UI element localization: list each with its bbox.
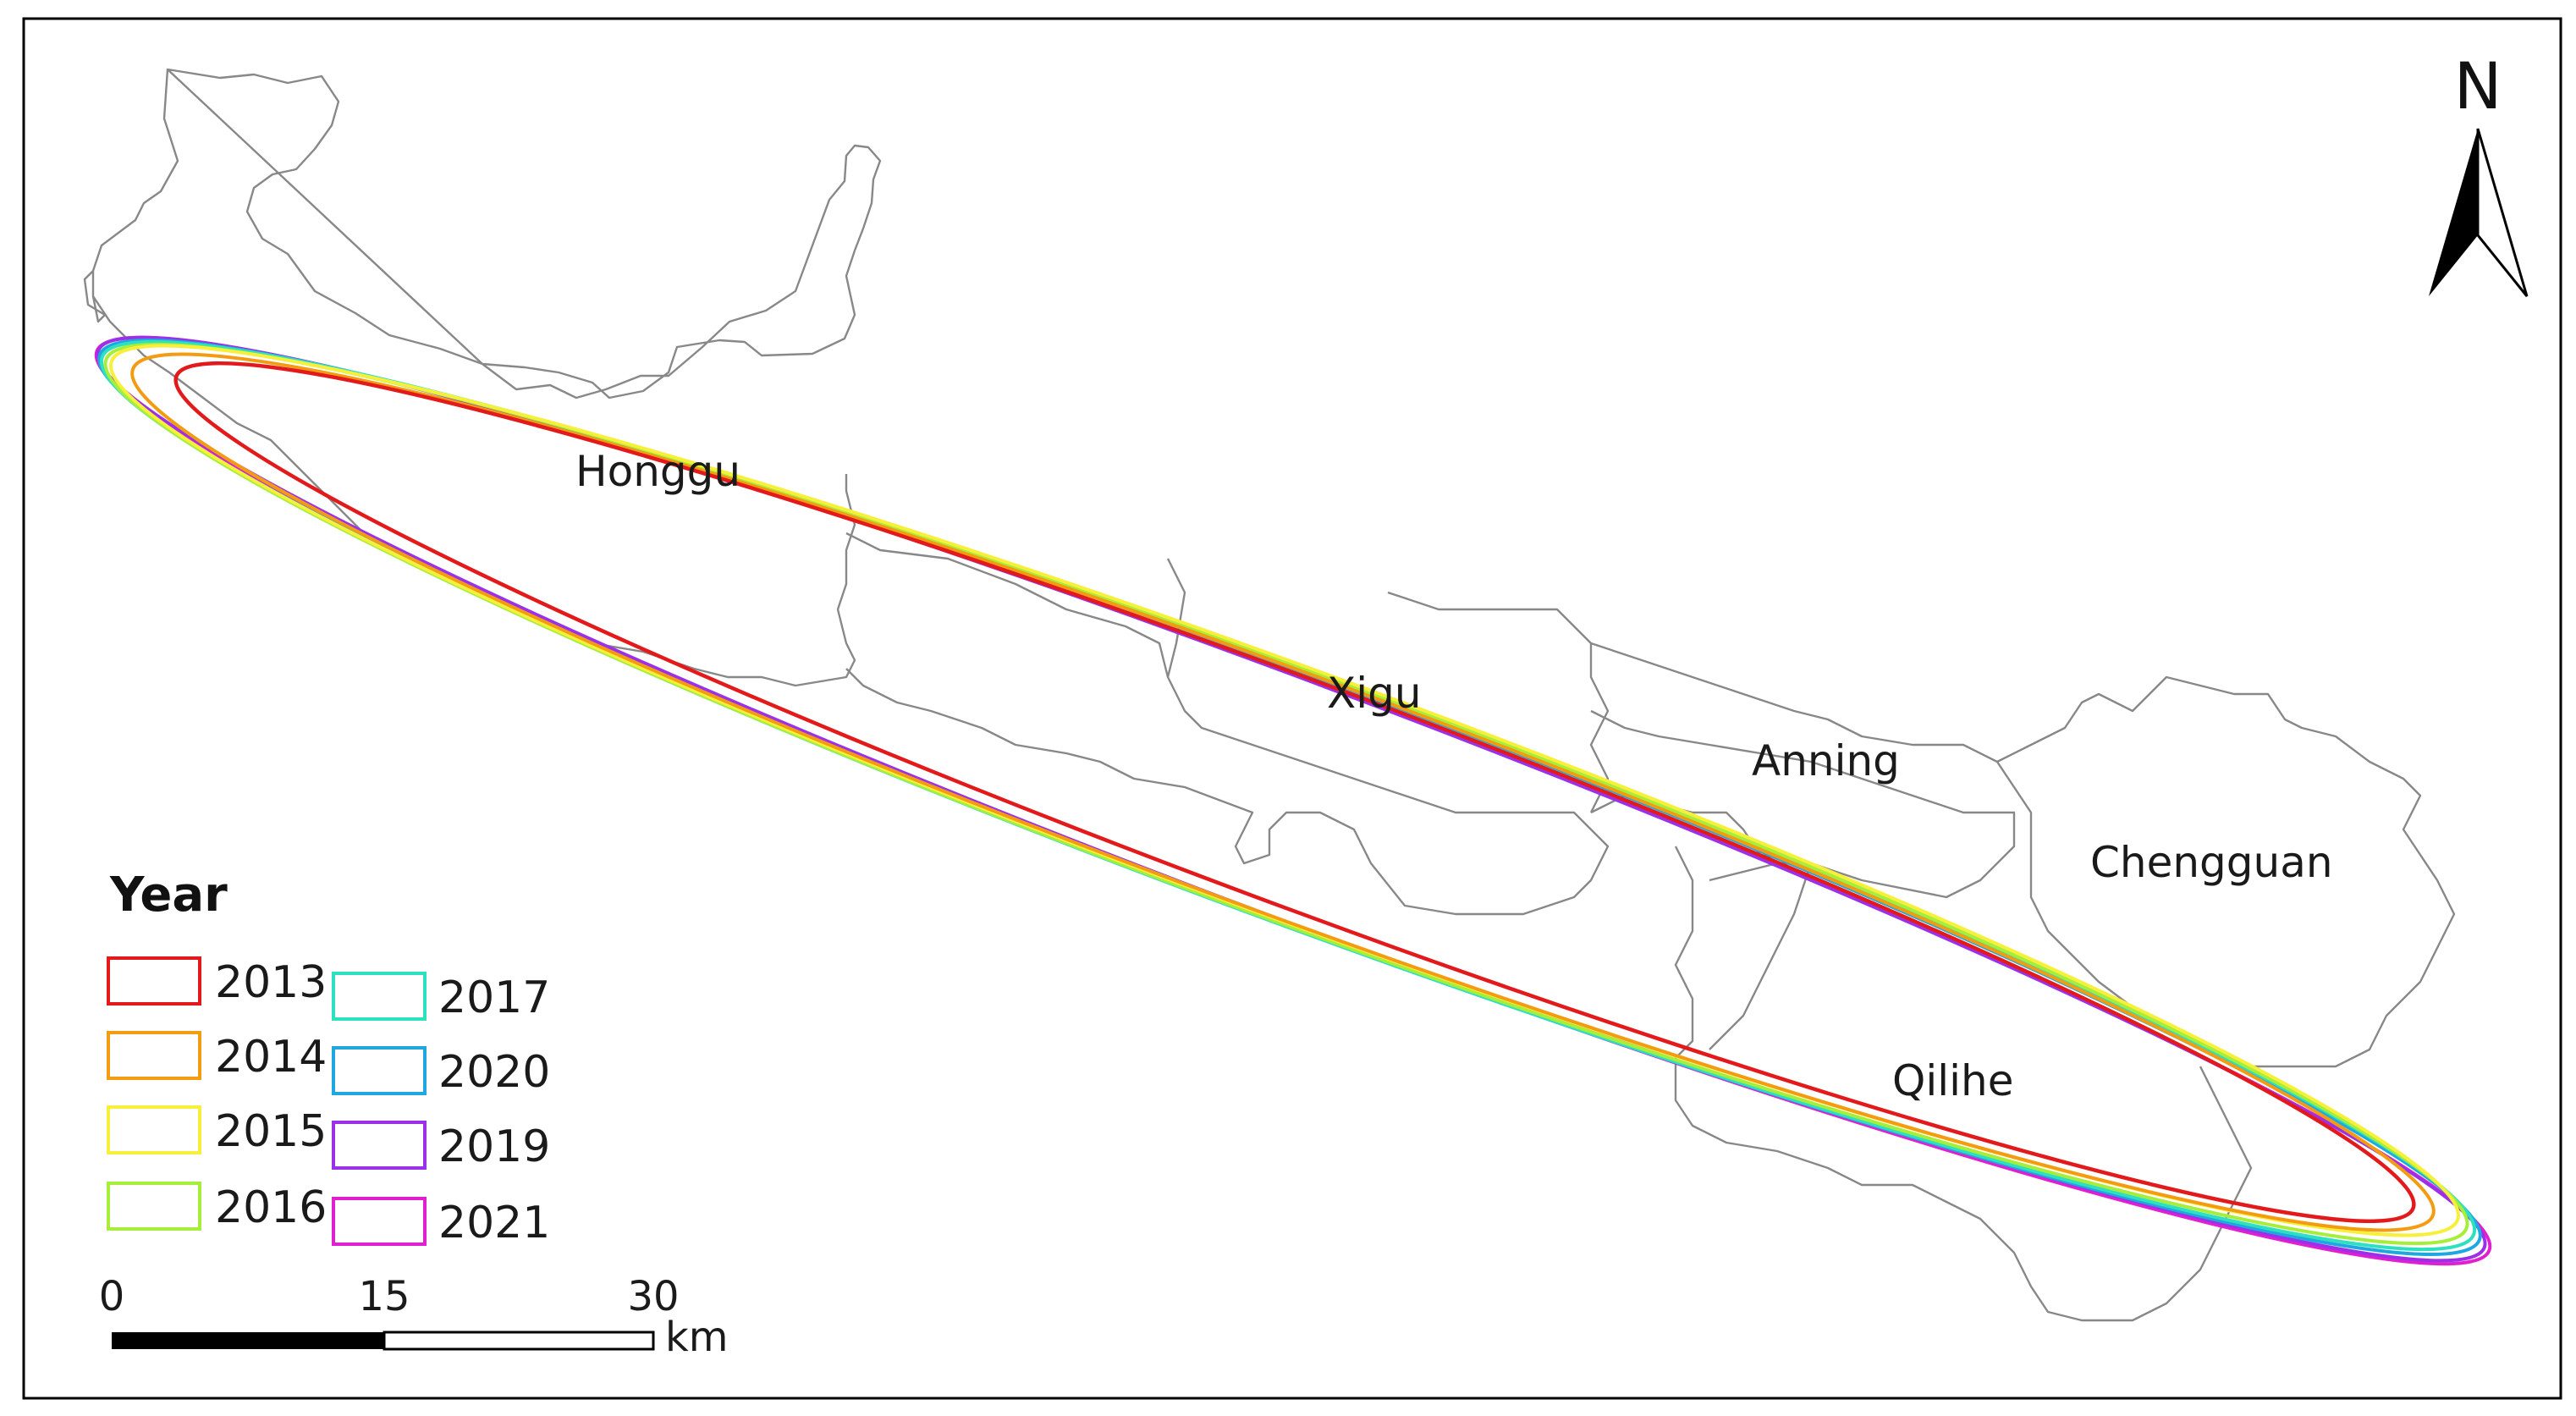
boundary-anning [1590, 709, 2016, 899]
map-frame [22, 17, 2562, 1400]
boundary-honggu [166, 68, 882, 399]
legend-label-2017: 2017 [438, 972, 550, 1023]
boundary-xigu [845, 532, 1610, 916]
legend-swatch-2021 [332, 1197, 427, 1246]
scale-unit: km [665, 1314, 729, 1361]
legend-label-2015: 2015 [215, 1106, 327, 1157]
legend-label-2020: 2020 [438, 1047, 550, 1098]
label-chengguan: Chengguan [2090, 838, 2333, 887]
legend-swatch-2019 [332, 1121, 427, 1170]
legend-swatch-2016 [107, 1182, 201, 1231]
ellipses [94, 335, 2492, 1266]
scale-bar-white-segment [383, 1331, 655, 1351]
scale-tick-30: 30 [627, 1273, 679, 1320]
legend-label-2021: 2021 [438, 1198, 550, 1248]
legend-swatch-2014 [107, 1031, 201, 1080]
north-arrow: N [2429, 48, 2529, 297]
ellipse-2016 [103, 342, 2469, 1246]
ellipse-2013 [173, 361, 2416, 1224]
boundary-xigu-east [1166, 558, 2033, 846]
north-arrow-label: N [2454, 48, 2502, 124]
label-anning: Anning [1752, 736, 1900, 785]
legend-label-2016: 2016 [215, 1182, 327, 1233]
boundary-honggu-tail [83, 270, 107, 323]
legend-label-2014: 2014 [215, 1032, 327, 1083]
legend-label-2013: 2013 [215, 957, 327, 1008]
scale-tick-0: 0 [99, 1273, 125, 1320]
scale-bar: 0 15 30 km [99, 1273, 729, 1361]
label-xigu: Xigu [1327, 669, 1422, 718]
label-honggu: Honggu [575, 447, 740, 496]
north-arrow-right-half [2476, 128, 2529, 297]
legend-swatch-2017 [332, 972, 427, 1021]
ellipse-2014 [130, 352, 2436, 1232]
legend-swatch-2013 [107, 956, 201, 1006]
legend-label-2019: 2019 [438, 1121, 550, 1172]
legend-title: Year [109, 868, 228, 923]
label-qilihe: Qilihe [1892, 1056, 2013, 1105]
north-arrow-left-half [2429, 129, 2478, 296]
legend-swatch-2020 [332, 1046, 427, 1095]
scale-bar-black-segment [112, 1332, 384, 1349]
legend-swatch-2015 [107, 1105, 201, 1154]
legend: Year 2013 2014 2015 2016 2017 2020 2019 … [107, 868, 550, 1248]
scale-tick-15: 15 [358, 1273, 410, 1320]
